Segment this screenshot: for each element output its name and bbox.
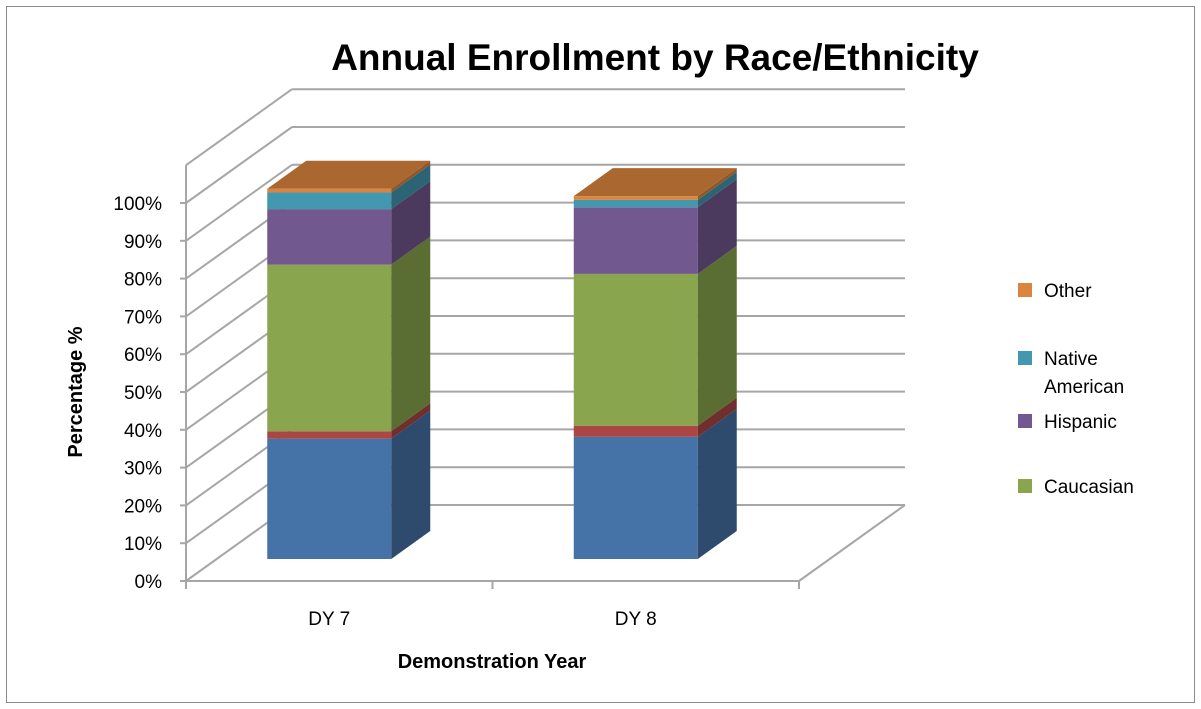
bar-segment [573,196,698,200]
bar-segment [267,438,392,559]
y-axis-title: Percentage % [65,326,87,457]
bar-segment-side [697,408,737,559]
y-tick-label: 80% [124,270,162,291]
legend: Other Native American Hispanic Caucasian [1018,281,1134,498]
bar-segment [267,209,392,265]
bar-segment [267,264,392,432]
y-tick-label: 0% [135,572,163,593]
bar-segment-side [697,179,737,274]
bar-segment [573,425,698,437]
x-axis-title: Demonstration Year [398,651,587,673]
bar-segment [573,199,698,208]
y-tick-labels: 0% 10% 20% 30% 40% 50% 60% 70% 80% 90% 100% [113,194,162,593]
x-tick-labels: DY 7 DY 8 [308,609,656,630]
x-tick-label: DY 7 [308,609,350,630]
bar-segment [573,273,698,426]
axes [180,165,906,589]
bars [267,160,737,559]
y-tick-label: 70% [124,307,162,328]
legend-swatch [1018,283,1032,297]
bar-segment [267,188,392,193]
bar-top-face [573,168,737,197]
legend-swatch [1018,414,1032,428]
bar-segment [267,192,392,210]
legend-swatch [1018,479,1032,493]
y-tick-label: 30% [124,459,162,480]
bar-segment-side [697,168,737,200]
gridline-side [185,88,293,167]
bar-segment-side [697,397,737,437]
bar-segment-side [391,410,431,559]
y-tick-label: 20% [124,496,162,517]
legend-label: Caucasian [1044,477,1134,498]
bar-segment-side [391,403,431,439]
bar-segment-side [391,236,431,432]
bar-segment [267,431,392,439]
y-tick-label: 40% [124,421,162,442]
gridline-side [185,126,293,204]
floor-edge [798,504,906,582]
legend-swatch [1018,351,1032,365]
bar-segment-side [697,245,737,426]
legend-label: Native American [1044,349,1124,398]
bar-top-face [267,160,431,189]
bar-segment-side [391,160,431,193]
chart-title: Annual Enrollment by Race/Ethnicity [331,37,979,78]
bar-segment [573,436,698,559]
gridline-side [185,163,293,242]
legend-label: Other [1044,281,1092,302]
y-tick-label: 60% [124,345,162,366]
legend-label: Hispanic [1044,412,1117,433]
x-tick-label: DY 8 [615,609,657,630]
bar-segment-side [391,181,431,265]
bar-segment [573,207,698,274]
y-tick-label: 90% [124,232,162,253]
y-tick-label: 100% [113,194,162,215]
bar-segment-side [697,171,737,208]
bar-segment-side [391,164,431,210]
y-tick-label: 50% [124,383,162,404]
y-tick-label: 10% [124,534,162,555]
